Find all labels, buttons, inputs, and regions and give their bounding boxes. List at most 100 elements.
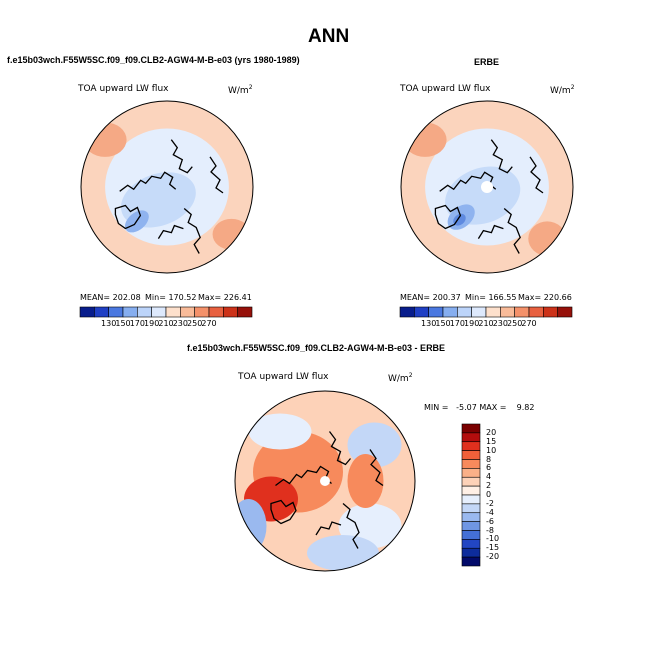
panel-obs-min: Min= 166.55 (465, 293, 517, 302)
colorbar-model-swatch (165, 306, 181, 318)
colorbar-model (79, 306, 253, 318)
panel-obs-mean: MEAN= 200.37 (400, 293, 461, 302)
polar-map-erbe-coastline (477, 224, 504, 239)
colorbar-model-swatch (223, 306, 238, 318)
polar-map-model (80, 100, 254, 274)
polar-map-erbe-coastline (434, 204, 462, 230)
colorbar-difference-tick-label: 2 (486, 481, 492, 491)
colorbar-erbe-tick-label: 250 (507, 319, 523, 328)
colorbar-difference-swatch (461, 530, 481, 540)
colorbar-erbe-tick-label: 130 (421, 319, 437, 328)
colorbar-erbe (399, 306, 573, 318)
colorbar-difference-tick-label: 15 (486, 436, 497, 446)
colorbar-difference-tick-label: 6 (486, 463, 492, 473)
polar-map-model-outline (80, 100, 254, 274)
colorbar-erbe-swatch (500, 306, 515, 318)
colorbar-model-tick-label: 190 (144, 319, 160, 328)
colorbar-erbe-ticks: 130 150 170 190 210 230 250 270 (400, 319, 572, 329)
colorbar-erbe-swatch (528, 306, 544, 318)
polar-map-model-coastline (114, 204, 142, 230)
colorbar-difference-tick-label: -6 (486, 516, 494, 526)
colorbar-model-tick-label: 130 (101, 319, 117, 328)
colorbar-erbe-tick-label: 230 (492, 319, 508, 328)
panel-model-units-text: W/m (228, 86, 249, 96)
colorbar-difference-tick-label: -10 (486, 534, 500, 544)
colorbar-model-swatch (237, 306, 253, 318)
colorbar-model-tick-label: 170 (129, 319, 145, 328)
polar-map-model-coastline (209, 156, 224, 194)
colorbar-difference-swatch (461, 539, 481, 549)
colorbar-model-swatch (108, 306, 124, 318)
colorbar-model-swatch (122, 306, 138, 318)
polar-map-erbe-coastline (503, 208, 521, 254)
colorbar-erbe-swatch (399, 306, 415, 318)
panel-diff-field-label: TOA upward LW flux (238, 372, 329, 382)
colorbar-difference-swatch (461, 512, 481, 522)
polar-map-model-coastline (119, 171, 177, 192)
colorbar-difference-swatch (461, 459, 481, 469)
colorbar-difference-swatch (461, 521, 481, 531)
colorbar-model-swatch (208, 306, 224, 318)
colorbar-difference-tick-label: 8 (486, 454, 492, 464)
colorbar-difference-swatch (461, 503, 481, 514)
panel-diff-units-sup: 2 (408, 372, 413, 379)
colorbar-model-swatch (137, 306, 152, 318)
panel-model-units-sup: 2 (248, 84, 253, 91)
colorbar-model-swatch (79, 306, 95, 318)
colorbar-difference-swatch (461, 494, 481, 505)
panel-diff-minmax: MIN = -5.07 MAX = 9.82 (424, 403, 535, 412)
colorbar-difference-swatch (461, 476, 481, 487)
colorbar-difference-tick-label: -8 (486, 525, 494, 535)
colorbar-difference-tick-label: -2 (486, 498, 494, 508)
panel-model-max: Max= 226.41 (198, 293, 252, 302)
colorbar-difference-tick-label: -4 (486, 507, 494, 517)
colorbar-erbe-tick-label: 170 (449, 319, 465, 328)
polar-map-difference-field-region (347, 454, 384, 508)
colorbar-erbe-swatch (543, 306, 558, 318)
polar-map-difference-field-region (307, 535, 379, 571)
page-title: ANN (308, 26, 350, 47)
panel-obs-title: ERBE (474, 57, 500, 67)
colorbar-erbe-tick-label: 150 (435, 319, 451, 328)
polar-map-difference-coastline (369, 449, 384, 487)
colorbar-difference-swatch (461, 450, 481, 460)
polar-map-difference-coastline (275, 465, 332, 487)
colorbar-difference-swatch (461, 423, 481, 434)
colorbar-difference-tick-label: -20 (486, 552, 500, 562)
colorbar-difference-swatch (461, 441, 481, 451)
polar-map-difference-coastline (342, 503, 360, 549)
panel-obs-units-sup: 2 (570, 84, 575, 91)
colorbar-erbe-swatch (428, 306, 444, 318)
panel-model-min: Min= 170.52 (145, 293, 197, 302)
colorbar-erbe-swatch (442, 306, 458, 318)
polar-map-erbe-pole-gap (481, 181, 493, 193)
panel-model-field-label: TOA upward LW flux (78, 84, 169, 94)
colorbar-erbe-tick-label: 210 (478, 319, 494, 328)
polar-map-erbe-coastline (439, 171, 497, 192)
polar-map-erbe (400, 100, 574, 274)
colorbar-model-tick-label: 230 (172, 319, 188, 328)
colorbar-difference-swatch (461, 468, 481, 478)
panel-model-units: W/m2 (228, 84, 253, 96)
colorbar-erbe-swatch (457, 306, 472, 318)
polar-map-erbe-field-region (528, 221, 567, 256)
panel-diff-units-text: W/m (388, 374, 409, 384)
colorbar-difference (461, 423, 481, 567)
panel-obs-max: Max= 220.66 (518, 293, 572, 302)
polar-map-difference-coastline (315, 521, 342, 536)
polar-map-erbe-coastline (529, 156, 544, 194)
colorbar-model-swatch (180, 306, 195, 318)
colorbar-difference-swatch (461, 556, 481, 567)
colorbar-model-tick-label: 210 (158, 319, 174, 328)
colorbar-model-ticks: 130 150 170 190 210 230 250 270 (80, 319, 252, 329)
polar-map-difference-field-region (248, 413, 312, 450)
polar-map-model-coastline (157, 224, 184, 239)
colorbar-difference-ticks: 20 15 10 8 6 4 2 0 -2 -4 -6 -8 -10 -15 -20 (486, 424, 516, 566)
colorbar-erbe-swatch (557, 306, 573, 318)
colorbar-difference-swatch (461, 547, 481, 558)
polar-map-difference-pole-gap (320, 476, 330, 486)
colorbar-difference-tick-label: 10 (486, 445, 497, 455)
panel-diff-title: f.e15b03wch.F55W5SC.f09_f09.CLB2-AGW4-M-… (187, 343, 446, 353)
panel-model-title: f.e15b03wch.F55W5SC.f09_f09.CLB2-AGW4-M-… (7, 55, 300, 65)
colorbar-erbe-tick-label: 190 (464, 319, 480, 328)
